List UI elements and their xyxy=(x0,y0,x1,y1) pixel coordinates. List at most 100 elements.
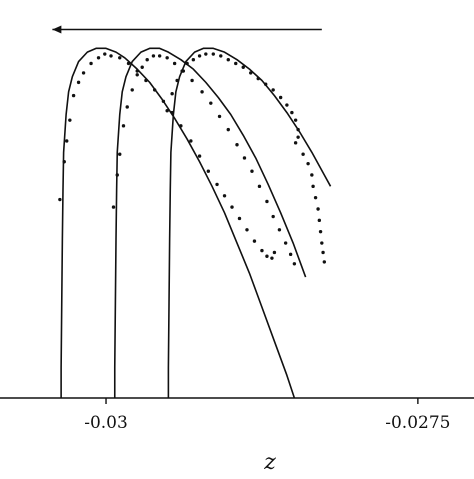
data-point xyxy=(145,57,149,62)
data-point xyxy=(321,250,325,255)
data-point xyxy=(317,218,322,223)
data-point xyxy=(71,93,76,98)
data-point xyxy=(263,82,268,86)
data-point xyxy=(204,52,208,56)
data-point xyxy=(272,250,277,255)
data-point xyxy=(62,160,66,164)
data-point xyxy=(65,139,69,143)
data-point xyxy=(165,109,169,113)
data-point xyxy=(234,61,238,66)
data-point xyxy=(76,80,81,85)
data-point xyxy=(257,184,262,189)
data-point xyxy=(271,88,275,92)
data-point xyxy=(318,229,323,234)
data-point xyxy=(235,143,239,147)
series-line-0 xyxy=(60,47,296,399)
data-point xyxy=(190,78,194,83)
data-point xyxy=(256,76,260,81)
data-point xyxy=(200,90,204,94)
x-tick-label: -0.03 xyxy=(84,413,128,433)
data-point xyxy=(170,110,174,115)
data-point xyxy=(135,69,139,73)
data-point xyxy=(230,205,234,209)
data-point xyxy=(151,54,156,58)
data-point xyxy=(197,54,202,58)
data-point xyxy=(290,110,294,115)
data-point xyxy=(189,139,193,143)
data-point xyxy=(226,57,230,62)
data-point xyxy=(242,156,247,160)
data-point xyxy=(288,252,293,257)
data-point xyxy=(277,228,282,232)
data-point xyxy=(222,194,227,198)
data-point xyxy=(260,248,264,253)
data-point xyxy=(249,71,253,75)
data-point xyxy=(180,69,184,73)
data-point xyxy=(226,127,230,132)
data-point xyxy=(209,101,213,105)
data-point xyxy=(161,99,166,103)
plot-layer xyxy=(52,25,332,399)
data-point xyxy=(140,65,144,69)
data-point xyxy=(144,78,148,83)
data-point xyxy=(237,216,242,221)
data-point xyxy=(89,61,93,66)
data-point xyxy=(126,61,131,66)
data-point xyxy=(250,169,254,173)
data-point xyxy=(172,61,177,66)
data-point xyxy=(278,95,283,100)
data-point xyxy=(320,241,324,245)
data-point xyxy=(135,73,139,77)
axis-layer: -0.03 -0.0275 xyxy=(0,397,474,433)
series-line-1 xyxy=(113,47,307,398)
data-point xyxy=(109,54,113,58)
series-line-2 xyxy=(167,47,332,398)
data-point xyxy=(68,118,72,122)
data-point xyxy=(130,88,134,92)
data-point xyxy=(219,54,223,58)
data-point xyxy=(217,114,222,119)
data-point xyxy=(293,118,298,122)
data-point xyxy=(265,199,269,204)
data-point xyxy=(311,184,315,189)
data-point xyxy=(245,228,249,232)
data-point xyxy=(252,239,257,243)
data-point xyxy=(306,161,310,166)
data-point xyxy=(118,152,122,156)
data-point xyxy=(206,169,211,173)
data-point xyxy=(152,88,157,92)
data-point xyxy=(191,57,196,62)
data-point xyxy=(111,205,116,209)
data-point xyxy=(271,214,275,219)
data-point xyxy=(215,182,219,187)
data-point xyxy=(185,61,189,66)
data-point xyxy=(265,254,269,258)
data-point xyxy=(301,152,305,156)
x-tick-label: -0.0275 xyxy=(385,413,450,433)
data-point xyxy=(322,260,327,264)
data-point xyxy=(103,52,107,56)
data-point xyxy=(296,135,300,139)
data-point xyxy=(283,241,288,245)
data-point xyxy=(179,124,183,128)
data-point xyxy=(285,103,289,107)
data-point xyxy=(270,256,274,260)
arrow-head xyxy=(52,25,62,34)
data-point xyxy=(175,78,179,83)
data-point xyxy=(310,173,314,177)
data-point xyxy=(165,56,169,60)
data-point xyxy=(296,127,300,132)
data-point xyxy=(292,262,297,266)
data-point xyxy=(316,207,320,211)
data-point xyxy=(81,71,86,75)
data-point xyxy=(58,197,62,202)
data-point xyxy=(211,52,215,56)
data-point xyxy=(241,65,245,69)
data-point xyxy=(125,105,129,109)
data-point xyxy=(293,141,298,145)
data-point xyxy=(115,173,119,177)
data-point xyxy=(121,124,126,128)
data-point xyxy=(96,56,101,60)
